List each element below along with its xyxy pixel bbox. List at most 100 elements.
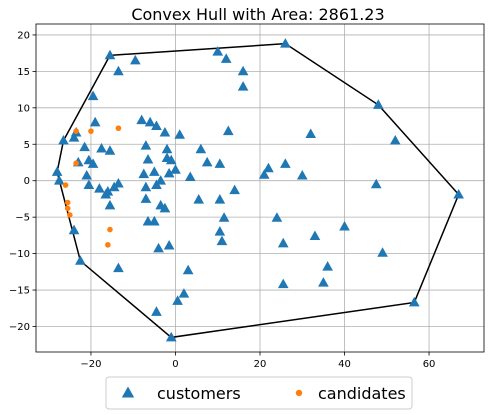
x-tick-label: 40	[338, 359, 351, 370]
x-axis-ticks: −20 0 20 40 60	[80, 352, 435, 370]
customer-point	[222, 125, 234, 136]
x-tick-label: 60	[423, 359, 436, 370]
customer-point	[218, 212, 230, 222]
customer-point	[87, 90, 99, 101]
customer-point	[163, 167, 175, 178]
customer-point	[83, 179, 95, 190]
customer-point	[318, 277, 329, 287]
customer-point	[140, 140, 152, 150]
customer-point	[138, 168, 150, 179]
candidate-point	[64, 199, 71, 206]
customer-point	[237, 65, 249, 76]
customer-point	[182, 264, 194, 275]
candidate-point	[64, 205, 71, 212]
customer-point	[258, 169, 270, 179]
customer-point	[165, 154, 177, 165]
y-tick-label: −10	[9, 249, 30, 260]
customer-point	[201, 156, 213, 167]
customer-point	[68, 224, 80, 235]
customer-point	[151, 120, 162, 130]
customer-point	[174, 129, 186, 139]
customer-point	[214, 194, 226, 204]
x-tick-label: −20	[80, 359, 101, 370]
customer-point	[305, 128, 317, 138]
y-tick-label: 15	[17, 67, 30, 78]
customer-point	[373, 99, 384, 109]
customer-point	[51, 166, 63, 176]
customer-point	[370, 178, 382, 189]
candidates-layer	[62, 125, 122, 248]
customers-layer	[51, 38, 464, 342]
candidate-point	[62, 182, 69, 188]
customer-point	[140, 193, 152, 203]
customer-point	[159, 127, 171, 137]
customer-point	[58, 135, 69, 145]
candidate-point	[67, 212, 73, 218]
customer-point	[149, 215, 160, 226]
customer-point	[94, 183, 105, 193]
y-tick-label: −20	[9, 322, 30, 333]
customer-point	[377, 247, 388, 257]
customer-point	[172, 295, 183, 305]
customer-point	[144, 116, 156, 127]
customer-point	[75, 255, 86, 265]
customer-point	[113, 262, 124, 273]
customer-point	[81, 170, 93, 180]
y-tick-label: 10	[17, 103, 30, 114]
customer-point	[184, 171, 196, 181]
customer-point	[104, 145, 116, 155]
customer-point	[87, 158, 99, 168]
customer-point	[149, 166, 160, 176]
legend-candidates-marker	[295, 389, 303, 397]
candidate-point	[88, 128, 94, 134]
customer-point	[155, 175, 166, 185]
legend-customers-marker	[121, 386, 135, 398]
customer-point	[214, 226, 226, 236]
y-tick-label: −15	[9, 286, 30, 297]
candidate-point	[105, 242, 111, 248]
chart-title: Convex Hull with Area: 2861.23	[131, 5, 384, 24]
customer-point	[214, 158, 226, 168]
customer-point	[104, 199, 116, 210]
customer-point	[104, 49, 116, 60]
legend: customers candidates	[105, 376, 413, 410]
customer-point	[170, 164, 181, 174]
customer-point	[309, 230, 321, 241]
customer-point	[161, 143, 173, 154]
customer-point	[453, 188, 464, 199]
customer-point	[136, 114, 147, 125]
customer-point	[322, 261, 333, 271]
y-tick-label: 0	[24, 176, 30, 187]
customer-point	[151, 306, 162, 316]
customer-point	[389, 135, 401, 145]
candidate-point	[73, 160, 79, 167]
customer-point	[96, 143, 107, 153]
x-tick-label: 0	[172, 359, 178, 370]
legend-box	[105, 376, 413, 410]
customer-point	[163, 239, 175, 250]
customer-point	[89, 116, 101, 127]
y-tick-label: 5	[24, 140, 30, 151]
customer-point	[280, 38, 291, 48]
customer-point	[113, 178, 124, 188]
customer-point	[178, 288, 190, 298]
customer-point	[296, 170, 308, 180]
customer-point	[277, 278, 289, 289]
customer-point	[140, 181, 152, 192]
customer-point	[195, 143, 207, 154]
customer-point	[100, 188, 112, 199]
customer-point	[216, 235, 228, 246]
customer-point	[280, 158, 291, 168]
convex-hull	[56, 42, 460, 339]
customer-point	[212, 46, 224, 56]
candidate-point	[107, 226, 113, 233]
y-tick-label: 20	[17, 30, 30, 41]
y-tick-label: −5	[15, 213, 30, 224]
customer-point	[79, 141, 90, 152]
customer-point	[263, 162, 274, 173]
y-axis-ticks: −20 −15 −10 −5 0 5 10 15 20	[9, 30, 36, 333]
customer-point	[237, 81, 249, 91]
customer-point	[159, 202, 171, 213]
legend-candidates-label: candidates	[318, 384, 406, 403]
customer-point	[277, 237, 289, 248]
